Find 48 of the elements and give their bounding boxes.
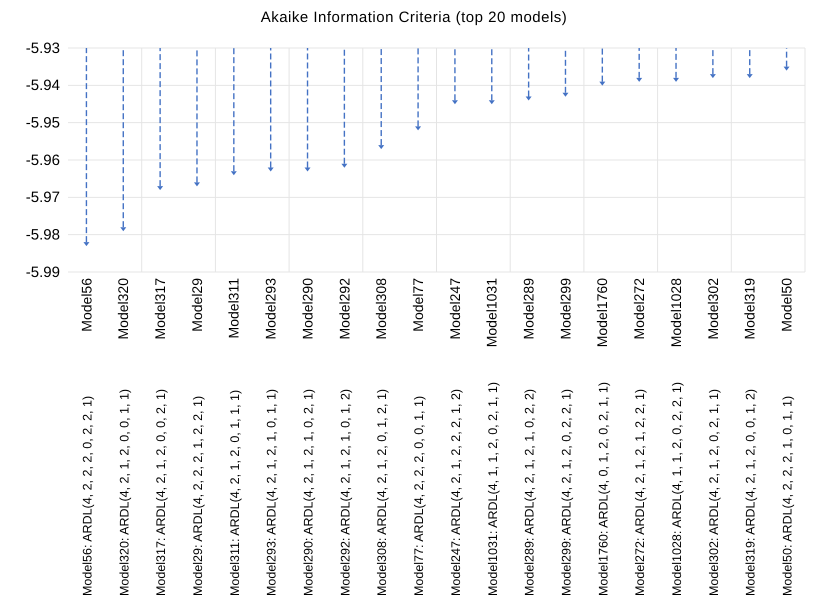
x-tick-label: Model320 <box>115 278 132 340</box>
x-tick-label: Model1031 <box>484 278 500 348</box>
text: Model319: ARDL(4, 2, 1, 2, 0, 0, 1, 2) <box>744 388 758 596</box>
x-tick-label: Model1760 <box>594 278 610 348</box>
x-tick-label: Model56 <box>78 278 94 332</box>
x-tick-label: Model311 <box>226 278 242 338</box>
text: Model77: ARDL(4, 2, 2, 2, 0, 0, 1, 1) <box>412 396 426 596</box>
text: Model299: ARDL(4, 2, 1, 2, 0, 2, 2, 1) <box>559 388 574 596</box>
y-tick-label: -5.96 <box>26 152 60 169</box>
text: Model292: ARDL(4, 2, 1, 2, 1, 0, 1, 2) <box>338 388 352 596</box>
x-tick-label: Model77 <box>410 278 426 332</box>
x-tick-label: Model50 <box>778 278 794 332</box>
text: Model56: ARDL(4, 2, 2, 2, 0, 2, 2, 1) <box>80 396 94 596</box>
y-tick-label: -5.98 <box>26 226 60 244</box>
x-tick-label: Model272 <box>631 278 648 340</box>
x-tick-label: Model1028 <box>668 278 684 348</box>
x-tick-label: Model299 <box>557 278 574 340</box>
y-tick-label: -5.94 <box>26 77 60 94</box>
y-tick-label: -5.95 <box>26 114 60 132</box>
text: Model317: ARDL(4, 2, 1, 2, 0, 0, 2, 1) <box>154 388 168 596</box>
x-tick-label: Model29 <box>188 278 205 332</box>
y-tick-label: -5.99 <box>26 264 60 281</box>
text: Model308: ARDL(4, 2, 1, 2, 0, 1, 2, 1) <box>375 388 390 596</box>
text: Model247: ARDL(4, 2, 1, 2, 2, 2, 1, 2) <box>448 388 463 596</box>
x-tick-label: Model247 <box>446 278 463 340</box>
x-tick-label: Model317 <box>152 278 168 340</box>
text: Model302: ARDL(4, 2, 1, 2, 0, 2, 1, 1) <box>706 388 721 596</box>
x-tick-label: Model302 <box>704 278 721 340</box>
text: Model1760: ARDL(4, 0, 1, 2, 0, 2, 1, 1) <box>596 382 610 596</box>
x-tick-label: Model289 <box>520 278 537 340</box>
chart-title: Akaike Information Criteria (top 20 models) <box>260 9 568 26</box>
text: Model50: ARDL(4, 2, 2, 2, 1, 0, 1, 1) <box>780 396 795 596</box>
text: Model1031: ARDL(4, 1, 1, 2, 0, 2, 1, 1) <box>486 382 500 596</box>
x-tick-label: Model308 <box>373 278 390 340</box>
y-tick-label: -5.97 <box>26 189 60 206</box>
y-tick-label: -5.93 <box>26 40 60 57</box>
text: Model293: ARDL(4, 2, 1, 2, 1, 0, 1, 1) <box>264 388 279 596</box>
x-tick-label: Model290 <box>299 278 316 340</box>
text: Model289: ARDL(4, 2, 1, 2, 1, 0, 2, 2) <box>522 388 537 596</box>
text: Model272: ARDL(4, 2, 1, 2, 1, 2, 2, 1) <box>633 388 648 596</box>
text: Model311: ARDL(4, 2, 1, 2, 0, 1, 1, 1) <box>228 390 242 596</box>
x-tick-label: Model292 <box>336 278 352 340</box>
x-tick-label: Model319 <box>742 278 758 340</box>
text: Model29: ARDL(4, 2, 2, 2, 1, 2, 2, 1) <box>190 396 205 596</box>
x-tick-label: Model293 <box>262 278 279 340</box>
text: Model290: ARDL(4, 2, 1, 2, 1, 0, 2, 1) <box>302 388 316 596</box>
text: Model1028: ARDL(4, 1, 1, 2, 0, 2, 2, 1) <box>670 382 684 596</box>
text: Model320: ARDL(4, 2, 1, 2, 0, 0, 1, 1) <box>117 388 132 596</box>
